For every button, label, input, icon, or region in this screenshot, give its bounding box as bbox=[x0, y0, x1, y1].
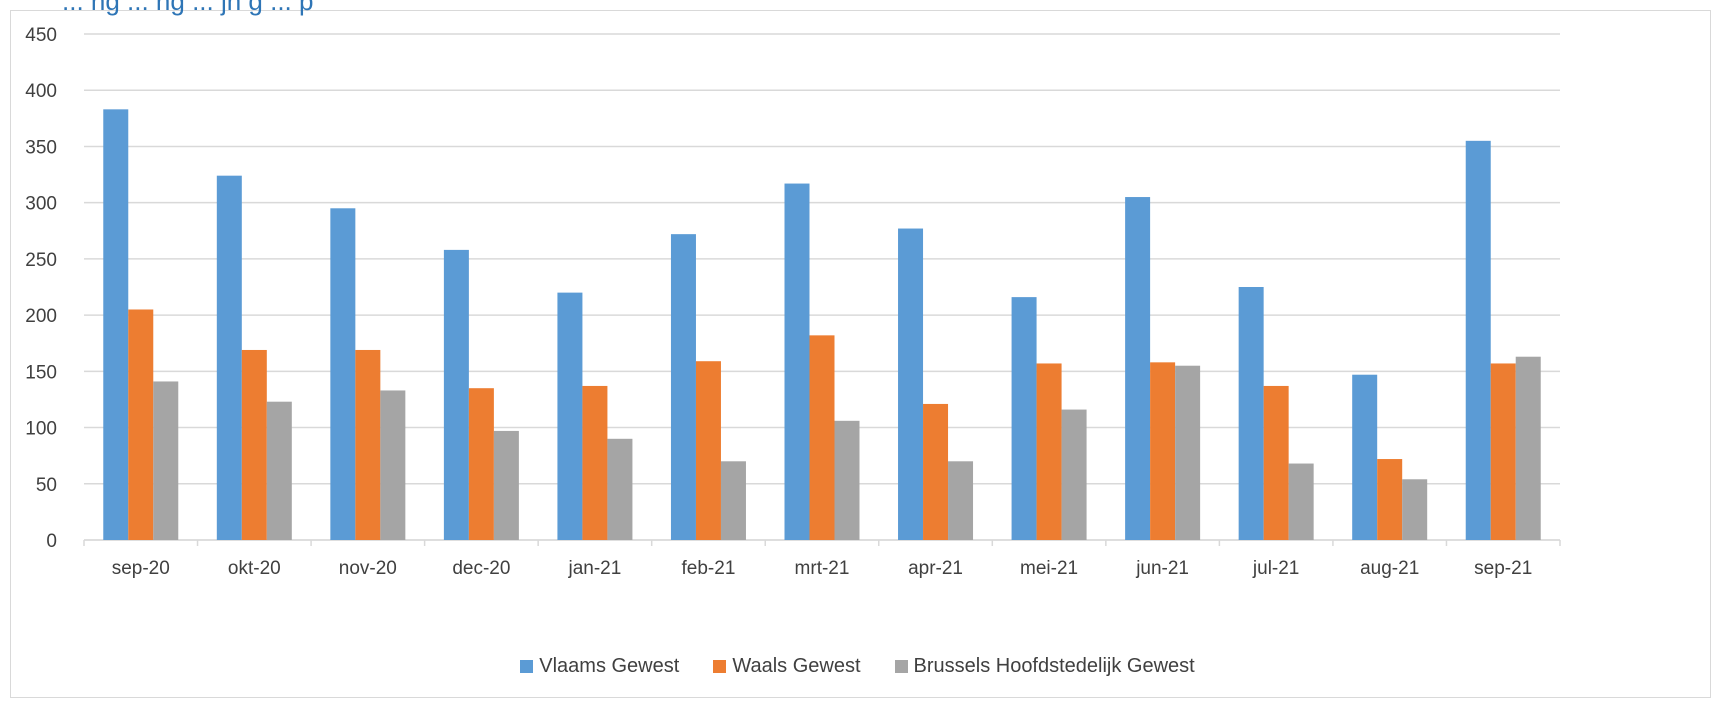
bar-brussels-hoofdstedelijk-gewest bbox=[1515, 356, 1541, 540]
x-tick-label: sep-21 bbox=[1474, 558, 1532, 579]
bar-waals-gewest bbox=[1490, 363, 1516, 540]
y-tick-label: 450 bbox=[25, 25, 57, 46]
x-tick-label: mrt-21 bbox=[795, 558, 850, 579]
bar-vlaams-gewest bbox=[443, 249, 469, 541]
y-tick-label: 50 bbox=[36, 475, 57, 496]
x-tick-label: aug-21 bbox=[1360, 558, 1419, 579]
bar-waals-gewest bbox=[809, 335, 835, 540]
legend-label: Waals Gewest bbox=[732, 655, 861, 677]
x-tick-label: apr-21 bbox=[908, 558, 963, 579]
bar-waals-gewest bbox=[468, 388, 494, 540]
bar-vlaams-gewest bbox=[1352, 374, 1378, 540]
bar-waals-gewest bbox=[355, 349, 381, 540]
bar-brussels-hoofdstedelijk-gewest bbox=[948, 461, 974, 540]
y-tick-label: 0 bbox=[46, 531, 57, 552]
y-tick-label: 200 bbox=[25, 306, 57, 327]
legend-item: Brussels Hoofdstedelijk Gewest bbox=[894, 655, 1195, 678]
bar-vlaams-gewest bbox=[216, 175, 242, 540]
bar-vlaams-gewest bbox=[557, 292, 583, 540]
bar-waals-gewest bbox=[1150, 362, 1176, 540]
bar-brussels-hoofdstedelijk-gewest bbox=[720, 461, 746, 540]
legend-swatch bbox=[713, 660, 727, 673]
chart-legend: Vlaams Gewest Waals Gewest Brussels Hoofds… bbox=[0, 655, 1715, 678]
x-tick-label: feb-21 bbox=[682, 558, 736, 579]
bar-brussels-hoofdstedelijk-gewest bbox=[1402, 479, 1428, 540]
bar-brussels-hoofdstedelijk-gewest bbox=[607, 438, 633, 540]
bar-waals-gewest bbox=[1036, 363, 1062, 540]
x-tick-label: dec-20 bbox=[452, 558, 510, 579]
bar-brussels-hoofdstedelijk-gewest bbox=[380, 390, 406, 540]
legend-swatch bbox=[894, 660, 908, 673]
chart-frame bbox=[10, 10, 1711, 698]
bar-brussels-hoofdstedelijk-gewest bbox=[266, 401, 292, 540]
legend-item: Vlaams Gewest bbox=[520, 655, 679, 678]
legend-swatch bbox=[520, 660, 534, 673]
bar-vlaams-gewest bbox=[330, 208, 356, 541]
bar-waals-gewest bbox=[128, 309, 154, 540]
bar-waals-gewest bbox=[1263, 385, 1289, 540]
bar-vlaams-gewest bbox=[1011, 297, 1037, 540]
bar-brussels-hoofdstedelijk-gewest bbox=[153, 381, 179, 540]
bar-brussels-hoofdstedelijk-gewest bbox=[1175, 365, 1201, 540]
y-tick-label: 100 bbox=[25, 419, 57, 440]
x-tick-label: jul-21 bbox=[1252, 558, 1299, 579]
bar-vlaams-gewest bbox=[1465, 140, 1491, 541]
x-tick-label: mei-21 bbox=[1020, 558, 1078, 579]
bar-waals-gewest bbox=[1377, 459, 1403, 540]
bar-waals-gewest bbox=[241, 349, 267, 540]
bar-vlaams-gewest bbox=[898, 228, 924, 541]
y-tick-label: 150 bbox=[25, 362, 57, 383]
bar-brussels-hoofdstedelijk-gewest bbox=[1061, 409, 1087, 540]
bar-vlaams-gewest bbox=[670, 234, 696, 540]
bar-vlaams-gewest bbox=[784, 183, 810, 540]
x-tick-label: jan-21 bbox=[568, 558, 622, 579]
y-tick-label: 350 bbox=[25, 137, 57, 158]
y-tick-label: 250 bbox=[25, 250, 57, 271]
legend-label: Vlaams Gewest bbox=[539, 655, 680, 677]
bar-waals-gewest bbox=[695, 361, 721, 540]
x-tick-label: jun-21 bbox=[1135, 558, 1189, 579]
legend-item: Waals Gewest bbox=[713, 655, 861, 678]
bar-waals-gewest bbox=[923, 403, 949, 540]
x-tick-label: okt-20 bbox=[228, 558, 281, 579]
chart-title: ... ng ... ng ... jn g ... p bbox=[62, 0, 314, 16]
x-tick-label: nov-20 bbox=[339, 558, 397, 579]
legend-label: Brussels Hoofdstedelijk Gewest bbox=[913, 655, 1195, 677]
bar-brussels-hoofdstedelijk-gewest bbox=[834, 420, 860, 540]
bar-vlaams-gewest bbox=[103, 109, 129, 541]
y-tick-label: 400 bbox=[25, 81, 57, 102]
y-tick-label: 300 bbox=[25, 194, 57, 215]
x-tick-label: sep-20 bbox=[112, 558, 170, 579]
bar-brussels-hoofdstedelijk-gewest bbox=[1288, 463, 1314, 540]
bar-brussels-hoofdstedelijk-gewest bbox=[493, 430, 519, 540]
bar-waals-gewest bbox=[582, 385, 608, 540]
bar-vlaams-gewest bbox=[1238, 287, 1264, 540]
bar-vlaams-gewest bbox=[1125, 197, 1151, 541]
